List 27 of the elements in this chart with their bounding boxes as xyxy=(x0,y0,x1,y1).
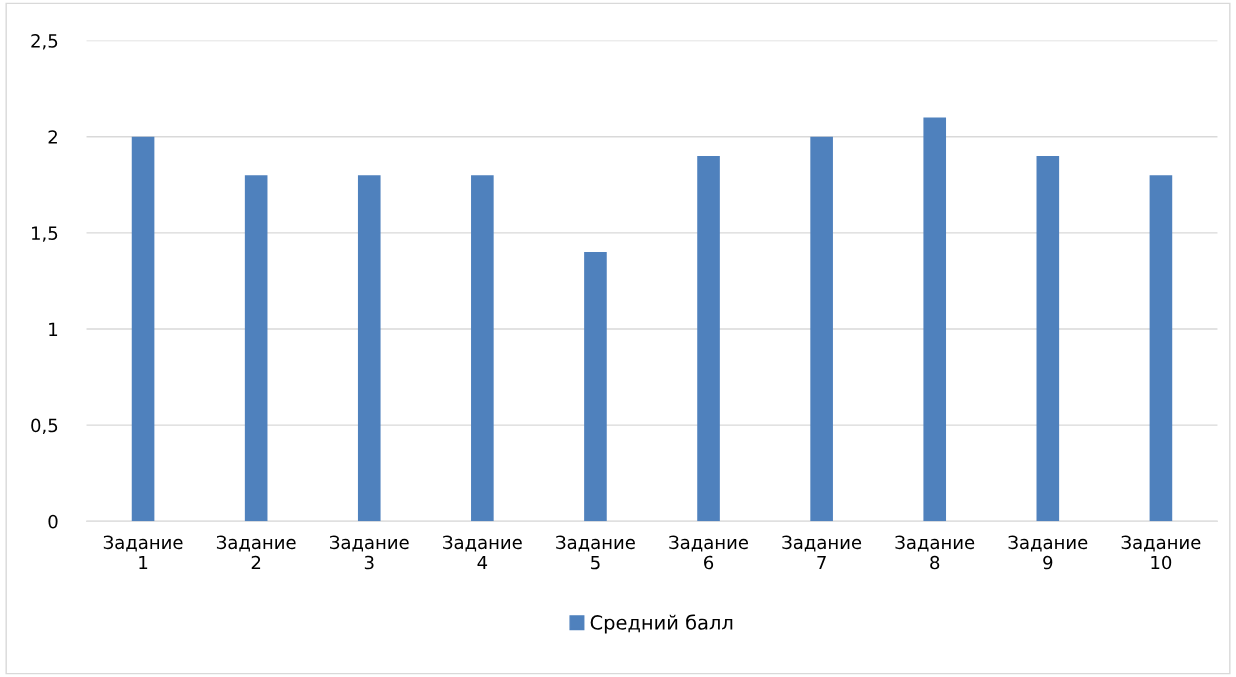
x-tick-label: Задание 5 xyxy=(556,535,635,570)
x-tick-label: Задание 3 xyxy=(330,535,409,570)
y-tick-label: 1,5 xyxy=(32,226,58,242)
bar xyxy=(357,175,381,522)
x-tick-label: Задание 9 xyxy=(1008,535,1088,570)
x-tick-label: Задание 7 xyxy=(782,535,862,570)
bar xyxy=(923,117,947,522)
y-tick-label: 0 xyxy=(48,514,58,529)
x-tick-label: Задание 2 xyxy=(216,535,296,570)
y-tick-label: 2,5 xyxy=(31,34,58,50)
x-tick-label: Задание 6 xyxy=(669,535,748,570)
x-tick-label: Задание 8 xyxy=(895,535,975,570)
y-tick-label: 0,5 xyxy=(31,418,58,435)
bar xyxy=(1036,155,1060,522)
x-tick-label: Задание 10 xyxy=(1121,535,1201,570)
x-tick-label: Задание 1 xyxy=(103,535,183,570)
x-tick-label: Задание 4 xyxy=(443,535,522,570)
bar xyxy=(244,175,268,522)
bar xyxy=(810,136,833,522)
y-tick-label: 1 xyxy=(49,322,58,336)
bar xyxy=(131,136,155,522)
bar xyxy=(584,252,607,522)
bar xyxy=(471,175,494,522)
bar xyxy=(1149,175,1173,522)
bar xyxy=(697,155,720,522)
legend-label: Средний балл xyxy=(590,614,733,634)
y-tick-label: 2 xyxy=(48,130,57,144)
